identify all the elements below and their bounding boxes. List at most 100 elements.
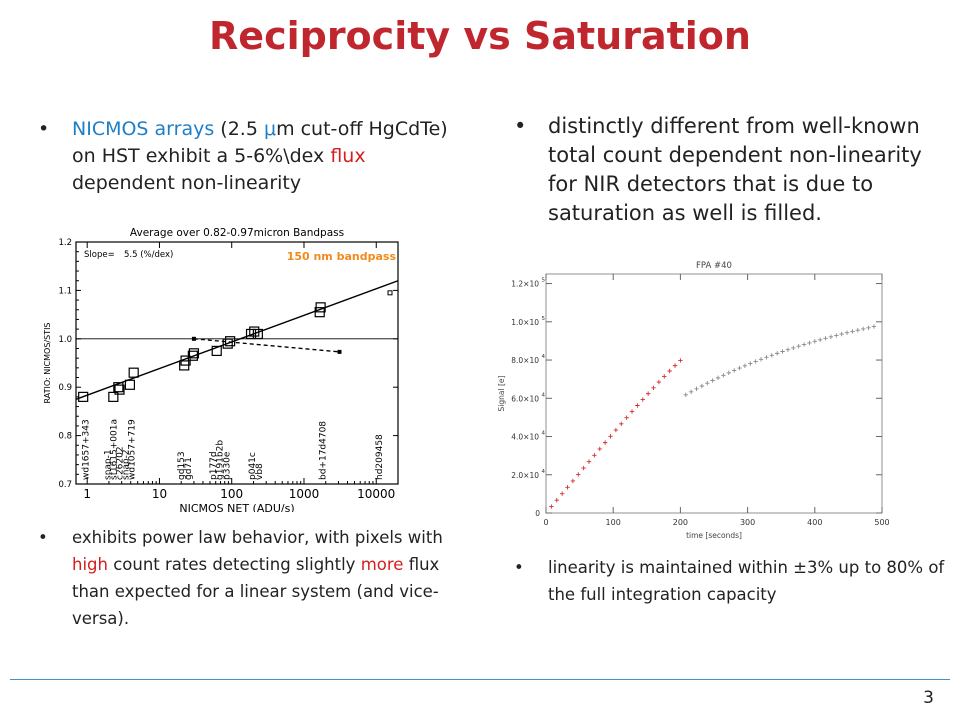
data-point <box>667 368 672 374</box>
data-point <box>554 497 559 503</box>
data-point <box>592 453 597 458</box>
bullet-power-law: • exhibits power law behavior, with pixe… <box>38 524 452 632</box>
flux-text: flux <box>330 145 366 167</box>
page-number: 3 <box>923 688 934 708</box>
y-tick-label: 0.9 <box>58 383 72 393</box>
more-text: more <box>360 555 404 574</box>
plot-frame <box>545 273 883 514</box>
y-tick-label: 2.0×10 <box>511 471 539 480</box>
data-point <box>705 381 710 386</box>
data-point <box>640 397 645 402</box>
data-point <box>850 329 855 334</box>
bullet-text: (2.5 <box>214 118 264 140</box>
data-point <box>855 327 861 333</box>
data-point <box>807 340 812 346</box>
data-point <box>823 336 828 341</box>
data-point <box>688 389 694 394</box>
data-point <box>780 349 785 354</box>
data-point <box>699 383 705 389</box>
x-tick-label: 100 <box>606 518 621 527</box>
data-point <box>769 353 774 358</box>
data-point <box>828 334 834 340</box>
y-tick-exponent: 4 <box>542 431 546 437</box>
y-tick-exponent: 5 <box>542 278 546 284</box>
high-text: high <box>72 555 108 574</box>
dashed-end-point <box>337 349 342 354</box>
data-point <box>774 351 780 356</box>
bullet-text: m cut-off HgCdTe) on HST exhibit a 5-6%\… <box>72 118 448 167</box>
x-tick-label: 1000 <box>289 487 320 501</box>
y-axis-label: RATIO: NICMOS/STIS <box>43 322 52 403</box>
data-point <box>678 358 683 363</box>
data-point <box>683 392 688 398</box>
data-point <box>222 338 233 349</box>
data-point <box>315 302 326 313</box>
data-point <box>602 440 608 445</box>
y-tick-exponent: 5 <box>542 316 546 322</box>
mu-symbol: μ <box>263 118 277 140</box>
x-axis-label: time [seconds] <box>686 531 742 540</box>
data-point <box>629 409 635 414</box>
star-label: gd71 <box>184 457 194 480</box>
bullet-text: distinctly different from well-known tot… <box>548 114 922 225</box>
y-tick-label: 6.0×10 <box>511 394 539 403</box>
bullet-dot: • <box>514 558 524 577</box>
ratio-chart: Average over 0.82-0.97micron Bandpass Slo… <box>43 227 399 512</box>
page-title: Reciprocity vs Saturation <box>209 14 751 58</box>
x-tick-label: 500 <box>874 518 889 527</box>
star-label: g191b2b <box>216 440 226 480</box>
data-point <box>188 348 200 359</box>
data-point <box>866 325 871 330</box>
bullet-text: dependent non-linearity <box>72 172 302 194</box>
bandpass-annotation: 150 nm bandpass <box>287 250 397 263</box>
data-point <box>801 342 807 347</box>
bullet-linearity: • linearity is maintained within ±3% up … <box>514 554 948 608</box>
data-point <box>245 328 257 340</box>
bullet-text: flux than expected for a linear system (… <box>72 555 440 628</box>
star-label: snap-1 <box>103 449 113 480</box>
data-point <box>672 363 678 368</box>
data-point <box>785 347 791 352</box>
data-point <box>570 478 576 484</box>
data-point <box>731 368 737 373</box>
data-point <box>114 384 125 395</box>
bullet-text: exhibits power law behavior, with pixels… <box>72 528 443 547</box>
data-point <box>656 379 662 385</box>
data-point <box>124 379 136 390</box>
data-point <box>608 434 613 439</box>
dashed-end-point <box>191 336 196 341</box>
data-point <box>581 465 586 471</box>
data-point <box>252 328 263 340</box>
data-point <box>113 382 124 393</box>
y-tick-exponent: 4 <box>542 354 546 360</box>
data-point <box>128 367 139 378</box>
footer-divider <box>10 679 950 680</box>
data-point <box>844 330 850 335</box>
y-tick-exponent: 4 <box>542 469 546 475</box>
data-point <box>586 459 592 464</box>
plot-frame <box>75 241 399 485</box>
nicmos-arrays-text: NICMOS arrays <box>72 118 215 140</box>
data-point <box>796 343 801 349</box>
star-label: gd153 <box>177 451 187 480</box>
y-tick-label: 1.0 <box>58 335 72 345</box>
x-axis-label: NICMOS NET (ADU/s) <box>179 502 294 512</box>
star-label: p177d <box>209 451 219 480</box>
y-tick-label: 0.7 <box>58 480 72 490</box>
fit-line <box>75 280 399 400</box>
data-point <box>694 386 699 392</box>
y-axis-label: Signal [e] <box>497 375 506 411</box>
bullet-dot: • <box>38 118 50 140</box>
data-point <box>559 491 565 496</box>
data-point <box>549 504 554 509</box>
y-tick-label: 0 <box>535 509 540 518</box>
data-point <box>651 385 656 391</box>
dashed-trend-line <box>193 338 340 353</box>
star-label: hd209458 <box>375 434 385 480</box>
y-tick-label: 1.1 <box>58 286 72 296</box>
x-tick-label: 10 <box>152 487 167 501</box>
slope-label: Slope= <box>84 250 115 260</box>
y-tick-label: 1.2×10 <box>511 280 539 289</box>
x-tick-label: 0 <box>543 518 548 527</box>
